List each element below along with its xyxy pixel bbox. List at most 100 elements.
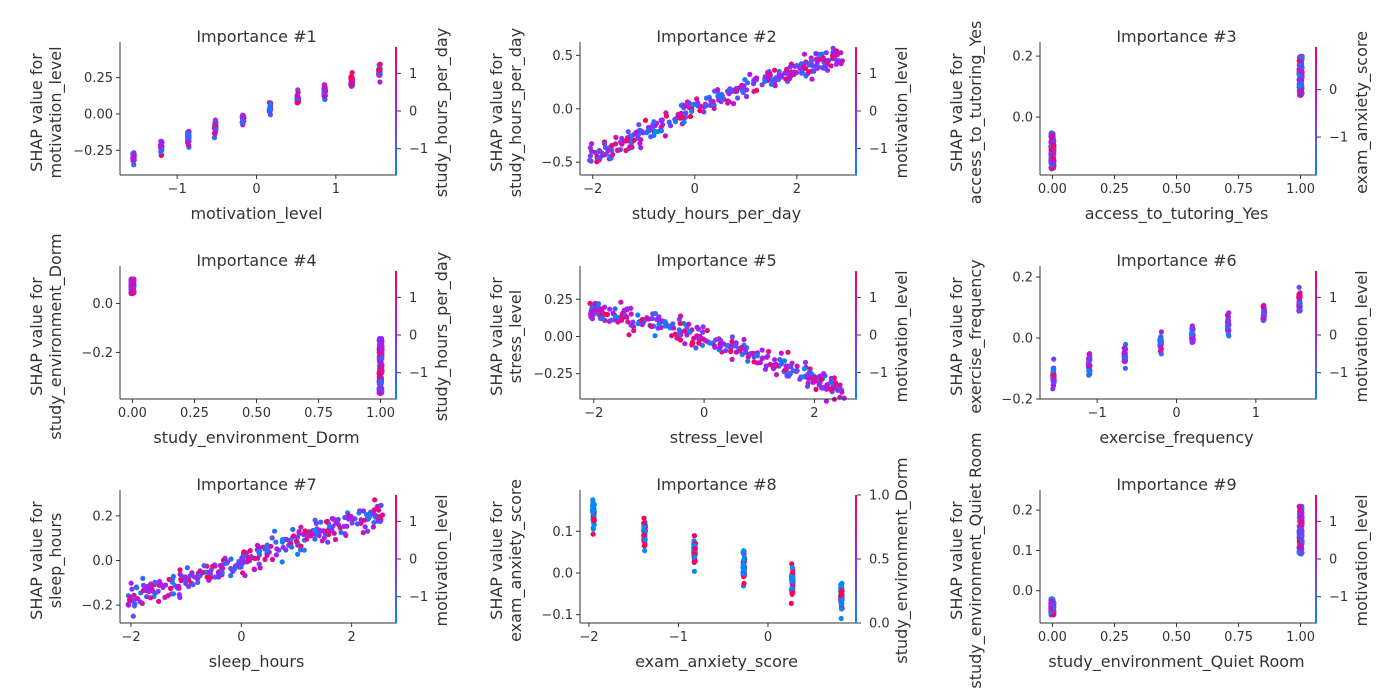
x-tick-label: −2 — [121, 630, 140, 645]
scatter-point — [326, 528, 332, 534]
scatter-point — [678, 313, 684, 319]
scatter-point — [762, 366, 769, 372]
scatter-point — [176, 592, 182, 598]
x-tick-label: 0 — [764, 630, 772, 645]
scatter-point — [279, 559, 285, 565]
scatter-point — [762, 74, 768, 80]
scatter-point — [378, 369, 384, 375]
scatter-point — [211, 135, 218, 141]
scatter-point — [378, 347, 384, 353]
scatter-point — [648, 323, 655, 330]
y-axis-label: SHAP value forstudy_environment_Dorm — [27, 233, 66, 439]
scatter-point — [267, 101, 273, 107]
x-tick-label: 2 — [793, 182, 801, 197]
scatter-point — [1158, 345, 1164, 351]
colorbar-tick-label: 0 — [869, 105, 877, 120]
scatter-point — [818, 385, 825, 391]
scatter-point — [589, 316, 596, 322]
scatter-point — [731, 101, 737, 107]
scatter-point — [635, 312, 641, 318]
scatter-point — [1051, 356, 1057, 362]
x-tick-label: −2 — [579, 630, 598, 645]
scatter-point — [228, 556, 234, 562]
scatter-point — [322, 88, 329, 94]
scatter-point — [1297, 527, 1303, 533]
x-tick-label: 0.75 — [1224, 182, 1253, 197]
chart-title: Importance #4 — [196, 251, 316, 270]
scatter-point — [787, 64, 793, 70]
x-tick-label: 1 — [1252, 406, 1260, 421]
scatter-point — [213, 126, 219, 132]
colorbar — [1315, 495, 1317, 623]
x-axis-label: access_to_tutoring_Yes — [1085, 204, 1269, 224]
scatter-point — [1296, 544, 1302, 550]
colorbar-tick-label: −1 — [1329, 131, 1348, 146]
scatter-point — [1158, 351, 1164, 357]
scatter-point — [751, 359, 757, 365]
scatter-point — [1050, 386, 1056, 392]
scatter-point — [707, 340, 713, 346]
y-axis-label-line: study_environment_Dorm — [46, 233, 66, 439]
scatter-point — [190, 582, 196, 588]
scatter-point — [372, 514, 378, 520]
y-tick-label: 0.1 — [552, 525, 573, 540]
scatter-point — [636, 122, 642, 128]
scatter-point — [600, 316, 606, 322]
scatter-point — [212, 130, 218, 137]
y-axis-label-line: SHAP value for — [947, 53, 966, 172]
scatter-point — [745, 358, 751, 364]
scatter-point — [376, 67, 382, 73]
scatter-point — [596, 148, 602, 155]
y-tick-label: 0.5 — [552, 49, 573, 64]
colorbar-tick-label: 1 — [869, 67, 877, 82]
scatter-point — [1297, 83, 1303, 89]
x-tick-label: 0.00 — [1038, 182, 1067, 197]
colorbar-tick-label: 0.5 — [869, 553, 890, 568]
scatter-point — [639, 317, 645, 323]
x-tick-label: −1 — [1088, 406, 1107, 421]
scatter-point — [824, 383, 830, 389]
y-axis-label: SHAP value foraccess_to_tutoring_Yes — [947, 21, 986, 205]
scatter-point — [658, 128, 665, 134]
scatter-point — [641, 524, 647, 530]
x-tick-label: 0 — [700, 406, 708, 421]
scatter-point — [195, 579, 201, 586]
scatter-point — [267, 106, 273, 112]
scatter-point — [778, 361, 785, 367]
scatter-point — [587, 145, 593, 151]
scatter-point — [200, 570, 206, 576]
chart-panel-9: 0.00 0.25 0.50 0.75 1.00 0.0 0.1 0.2 Importance … — [947, 432, 1372, 688]
scatter-point — [638, 145, 644, 151]
scatter-point — [298, 543, 304, 549]
scatter-point — [169, 579, 175, 585]
scatter-point — [242, 572, 248, 579]
scatter-point — [672, 116, 678, 122]
scatter-points — [587, 299, 847, 404]
colorbar-tick-label: 1 — [869, 291, 877, 306]
scatter-point — [128, 580, 134, 586]
y-tick-label: 0.2 — [1012, 504, 1033, 519]
scatter-point — [1189, 337, 1195, 343]
x-tick-label: 0.25 — [180, 406, 209, 421]
scatter-point — [1296, 294, 1302, 300]
scatter-point — [618, 299, 624, 305]
colorbar-tick-label: 0 — [409, 553, 417, 568]
scatter-point — [323, 519, 330, 525]
colorbar — [855, 495, 857, 623]
x-tick-label: 0 — [252, 182, 260, 197]
colorbar-tick-label: 0 — [1329, 329, 1337, 344]
scatter-point — [644, 128, 651, 134]
colorbar-tick-label: −1 — [409, 142, 428, 157]
scatter-point — [257, 565, 263, 571]
scatter-point — [1297, 308, 1303, 314]
colorbar-tick-label: 1 — [1329, 515, 1337, 530]
scatter-point — [1296, 284, 1302, 290]
scatter-point — [838, 606, 845, 612]
scatter-point — [622, 138, 628, 144]
scatter-point — [130, 288, 136, 294]
scatter-point — [377, 390, 383, 397]
scatter-point — [637, 127, 643, 133]
scatter-point — [691, 533, 698, 539]
scatter-point — [613, 134, 619, 140]
x-tick-label: 0 — [237, 630, 245, 645]
